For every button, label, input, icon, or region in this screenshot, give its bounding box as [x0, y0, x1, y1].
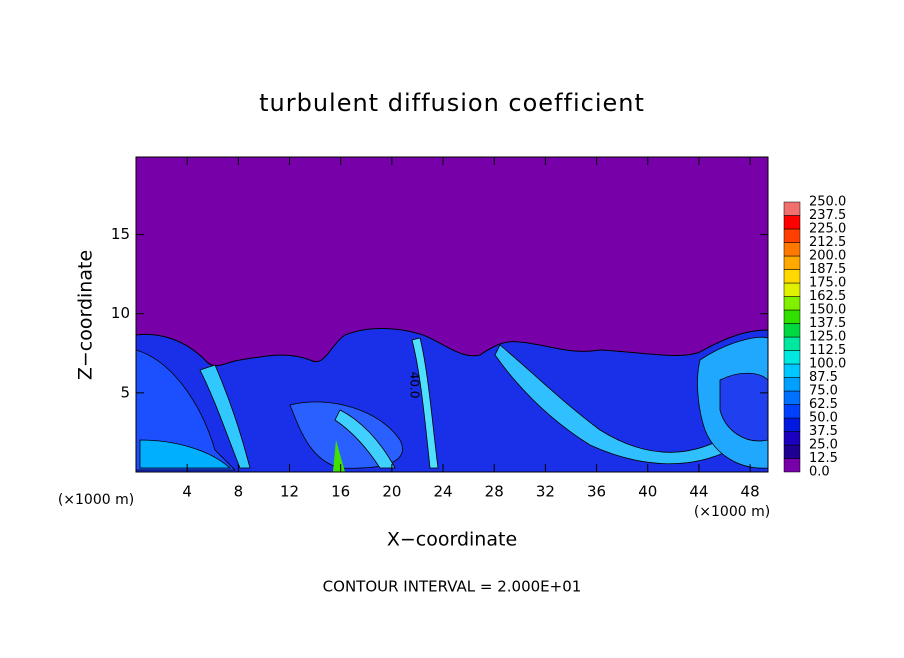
x-tick-label: 40: [638, 483, 657, 501]
y-tick-label: 5: [120, 383, 130, 401]
colorbar-band: [783, 350, 801, 365]
colorbar-label: 37.5: [809, 424, 838, 439]
colorbar-label: 87.5: [809, 370, 838, 385]
colorbar-label: 162.5: [809, 289, 846, 304]
colorbar-band: [783, 201, 801, 216]
colorbar-label: 187.5: [809, 262, 846, 277]
x-tick-label: 20: [382, 483, 401, 501]
colorbar-band: [783, 282, 801, 297]
colorbar-band: [783, 404, 801, 419]
y-tick-label: 15: [111, 225, 130, 243]
chart-title: turbulent diffusion coefficient: [259, 89, 645, 117]
colorbar-label: 0.0: [809, 465, 830, 480]
field-region: [136, 349, 236, 471]
x-tick-label: 44: [689, 483, 708, 501]
x-tick-label: 32: [536, 483, 555, 501]
colorbar-label: 250.0: [809, 195, 846, 210]
colorbar-label: 75.0: [809, 384, 838, 399]
field-region: [139, 439, 232, 469]
colorbar-label: 100.0: [809, 357, 846, 372]
colorbar-label: 212.5: [809, 235, 846, 250]
colorbar-label: 175.0: [809, 276, 846, 291]
colorbar-band: [783, 228, 801, 243]
colorbar-band: [783, 336, 801, 351]
field: [136, 327, 768, 472]
x-axis-label: X−coordinate: [387, 529, 517, 551]
colorbar-label: 50.0: [809, 411, 838, 426]
colorbar-label: 200.0: [809, 249, 846, 264]
colorbar-label: 12.5: [809, 451, 838, 466]
field-region: [334, 409, 396, 469]
field-region: [411, 337, 439, 469]
plot-area: 40.0: [135, 156, 769, 473]
colorbar-band: [783, 417, 801, 432]
y-axis-label: Z−coordinate: [75, 250, 97, 380]
colorbar-band: [783, 255, 801, 270]
x-tick-label: 12: [280, 483, 299, 501]
field-region: [333, 440, 345, 472]
colorbar-band: [783, 309, 801, 324]
colorbar-label: 25.0: [809, 438, 838, 453]
field-region: [199, 364, 251, 469]
colorbar-band: [783, 215, 801, 230]
colorbar-band: [783, 431, 801, 446]
colorbar-band: [783, 444, 801, 459]
x-unit-label: (×1000 m): [694, 504, 770, 520]
x-tick-label: 8: [234, 483, 244, 501]
colorbar-label: 112.5: [809, 343, 846, 358]
y-tick-label: 10: [111, 304, 130, 322]
x-tick-label: 24: [433, 483, 452, 501]
x-unit-label: (×1000 m): [58, 492, 134, 508]
colorbar-band: [783, 363, 801, 378]
contour-label: 40.0: [408, 372, 422, 399]
colorbar-label: 150.0: [809, 303, 846, 318]
x-tick-label: 36: [587, 483, 606, 501]
colorbar-band: [783, 242, 801, 257]
colorbar-label: 225.0: [809, 222, 846, 237]
x-tick-label: 48: [741, 483, 760, 501]
colorbar-label: 237.5: [809, 208, 846, 223]
x-tick-label: 16: [331, 483, 350, 501]
x-tick-label: 4: [182, 483, 192, 501]
colorbar-band: [783, 377, 801, 392]
footnote: CONTOUR INTERVAL = 2.000E+01: [323, 578, 582, 596]
colorbar-band: [783, 296, 801, 311]
colorbar-label: 137.5: [809, 316, 846, 331]
colorbar-band: [783, 390, 801, 405]
colorbar-label: 62.5: [809, 397, 838, 412]
x-tick-label: 28: [485, 483, 504, 501]
plot-frame: [135, 156, 769, 473]
colorbar-band: [783, 323, 801, 338]
colorbar-band: [783, 458, 801, 473]
colorbar-label: 125.0: [809, 330, 846, 345]
colorbar-band: [783, 269, 801, 284]
